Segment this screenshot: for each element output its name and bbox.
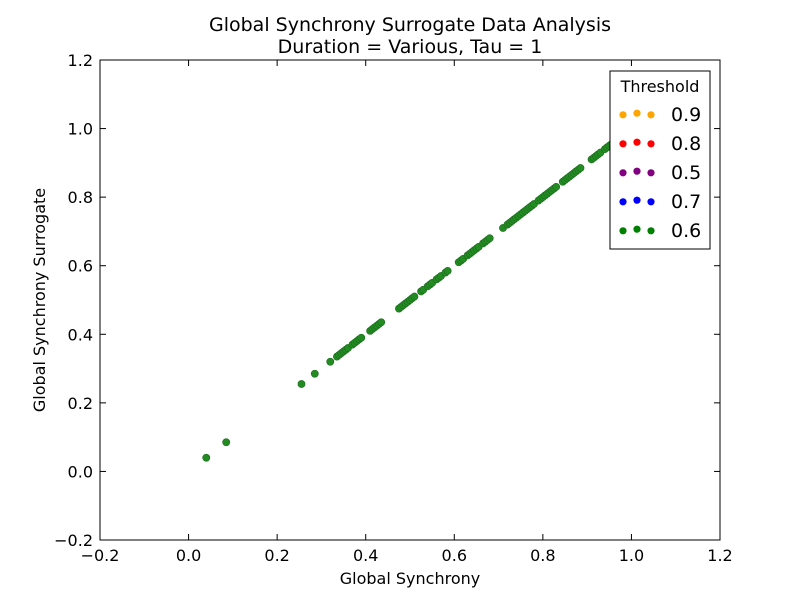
data-point: [410, 292, 419, 301]
legend-marker: [619, 169, 627, 177]
x-axis-label: Global Synchrony: [340, 569, 480, 588]
legend-marker: [633, 225, 641, 233]
legend-marker: [633, 138, 641, 146]
legend-marker: [619, 227, 627, 235]
x-tick-label: 1.0: [619, 546, 644, 565]
y-tick-label: 0.4: [68, 325, 93, 344]
legend-marker: [647, 169, 655, 177]
data-point: [485, 234, 494, 243]
x-tick-label: 0.0: [176, 546, 201, 565]
legend-entries: 0.9 0.8 0.5 0.7 0.6: [619, 104, 701, 242]
legend-marker: [633, 167, 641, 175]
data-point: [310, 369, 319, 378]
legend-marker: [633, 196, 641, 204]
legend-label: 0.9: [671, 104, 701, 126]
legend: Threshold 0.9 0.8 0.5 0.7 0.6: [609, 70, 711, 250]
legend-marker: [647, 198, 655, 206]
legend-title: Threshold: [620, 77, 700, 96]
legend-marker: [619, 111, 627, 119]
legend-box: [609, 70, 711, 250]
legend-marker: [633, 109, 641, 117]
plot-frame: [99, 59, 721, 541]
data-point: [377, 318, 386, 327]
y-tick-label: 0.8: [68, 188, 93, 207]
x-tick-label: 0.4: [353, 546, 378, 565]
y-axis-label: Global Synchrony Surrogate: [30, 188, 49, 412]
data-point: [326, 357, 335, 366]
data-point: [552, 182, 561, 191]
x-tick-label: 0.2: [264, 546, 289, 565]
y-tick-label: 0.6: [68, 257, 93, 276]
legend-label: 0.7: [671, 191, 701, 213]
legend-marker: [619, 140, 627, 148]
data-point: [202, 453, 211, 462]
y-tick-label: −0.2: [54, 531, 93, 550]
data-point: [297, 380, 306, 388]
data-point: [443, 266, 452, 275]
chart-title: Global Synchrony Surrogate Data Analysis: [209, 14, 611, 36]
x-tick-label: 1.2: [707, 546, 732, 565]
x-tick-label: 0.8: [530, 546, 555, 565]
data-points: [202, 134, 623, 462]
chart-subtitle: Duration = Various, Tau = 1: [278, 36, 543, 58]
y-axis: −0.2 0.0 0.2 0.4 0.6 0.8 1.0 1.2: [54, 51, 720, 550]
y-tick-label: 1.0: [68, 120, 93, 139]
legend-marker: [647, 227, 655, 235]
data-point: [222, 438, 231, 447]
y-tick-label: 0.0: [68, 462, 93, 481]
y-tick-label: 1.2: [68, 51, 93, 70]
data-point: [357, 333, 366, 342]
x-tick-label: −0.2: [81, 546, 120, 565]
legend-label: 0.8: [671, 133, 701, 155]
legend-marker: [647, 140, 655, 148]
legend-label: 0.6: [671, 220, 701, 242]
x-axis: −0.2 0.0 0.2 0.4 0.6 0.8 1.0 1.2: [81, 60, 733, 565]
y-tick-label: 0.2: [68, 394, 93, 413]
data-point: [576, 164, 585, 172]
x-tick-label: 0.6: [442, 546, 467, 565]
legend-label: 0.5: [671, 162, 701, 184]
legend-marker: [619, 198, 627, 206]
legend-marker: [647, 111, 655, 119]
